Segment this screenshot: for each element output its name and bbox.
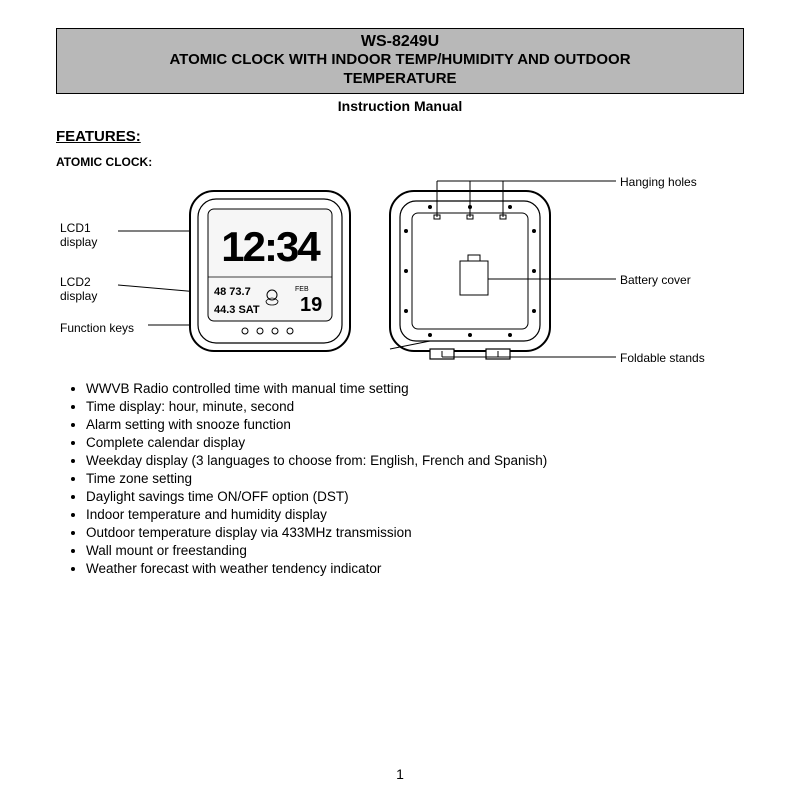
list-item: Time zone setting [86, 471, 744, 486]
list-item: Wall mount or freestanding [86, 543, 744, 558]
product-title-line1: ATOMIC CLOCK WITH INDOOR TEMP/HUMIDITY A… [63, 51, 737, 70]
list-item: WWVB Radio controlled time with manual t… [86, 381, 744, 396]
list-item: Alarm setting with snooze function [86, 417, 744, 432]
svg-text:48 73.7: 48 73.7 [214, 286, 251, 298]
list-item: Outdoor temperature display via 433MHz t… [86, 525, 744, 540]
list-item: Complete calendar display [86, 435, 744, 450]
page-number: 1 [0, 766, 800, 782]
features-heading: FEATURES: [56, 128, 744, 145]
subtitle: Instruction Manual [56, 98, 744, 114]
list-item: Daylight savings time ON/OFF option (DST… [86, 489, 744, 504]
list-item: Weekday display (3 languages to choose f… [86, 453, 744, 468]
product-title-line2: TEMPERATURE [63, 70, 737, 89]
model-number: WS-8249U [63, 33, 737, 51]
svg-text:44.3 SAT: 44.3 SAT [214, 304, 260, 316]
atomic-clock-subheading: ATOMIC CLOCK: [56, 155, 744, 169]
list-item: Weather forecast with weather tendency i… [86, 561, 744, 576]
svg-text:12:34: 12:34 [221, 223, 321, 270]
list-item: Indoor temperature and humidity display [86, 507, 744, 522]
product-diagram: LCD1display LCD2display Function keys Ha… [60, 173, 740, 373]
svg-text:FEB: FEB [295, 286, 309, 293]
list-item: Time display: hour, minute, second [86, 399, 744, 414]
diagram-svg: 12:34 48 73.7 FEB 44.3 SAT 19 [60, 173, 740, 373]
feature-list: WWVB Radio controlled time with manual t… [86, 381, 744, 576]
title-box: WS-8249U ATOMIC CLOCK WITH INDOOR TEMP/H… [56, 28, 744, 94]
svg-text:19: 19 [300, 294, 322, 316]
